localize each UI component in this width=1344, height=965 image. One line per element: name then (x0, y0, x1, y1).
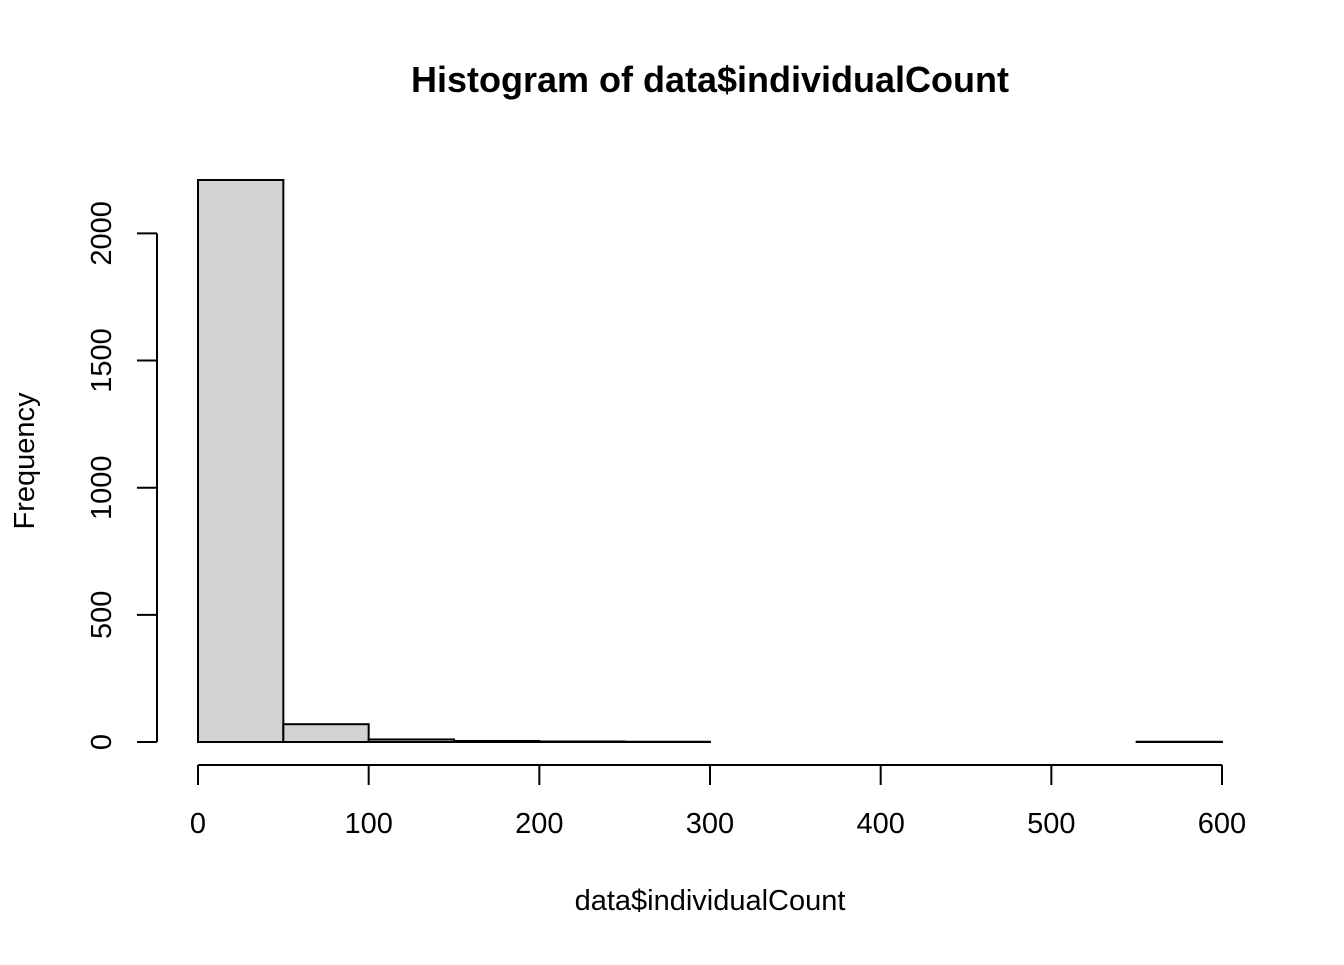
histogram-bar (283, 724, 368, 742)
x-tick-label: 100 (344, 808, 392, 840)
x-tick-label: 200 (515, 808, 563, 840)
chart-title: Histogram of data$individualCount (411, 59, 1009, 100)
x-tick-label: 500 (1027, 808, 1075, 840)
x-tick-label: 600 (1198, 808, 1246, 840)
x-tick-label: 300 (686, 808, 734, 840)
y-axis-label: Frequency (9, 392, 41, 530)
y-tick-label: 0 (86, 734, 118, 750)
y-tick-label: 500 (86, 591, 118, 639)
x-axis-label: data$individualCount (575, 885, 846, 917)
x-axis: 0 100 200 300 400 500 600 (190, 765, 1246, 840)
bars-group (198, 180, 1222, 742)
y-axis: 0 500 1000 1500 2000 (86, 201, 157, 750)
x-tick-label: 400 (856, 808, 904, 840)
histogram-bar (369, 739, 454, 742)
y-tick-label: 1500 (86, 328, 118, 393)
y-tick-label: 1000 (86, 455, 118, 520)
y-tick-label: 2000 (86, 201, 118, 266)
histogram-bar (539, 741, 624, 742)
histogram-bar (454, 741, 539, 742)
histogram-bar (198, 180, 283, 742)
x-tick-label: 0 (190, 808, 206, 840)
